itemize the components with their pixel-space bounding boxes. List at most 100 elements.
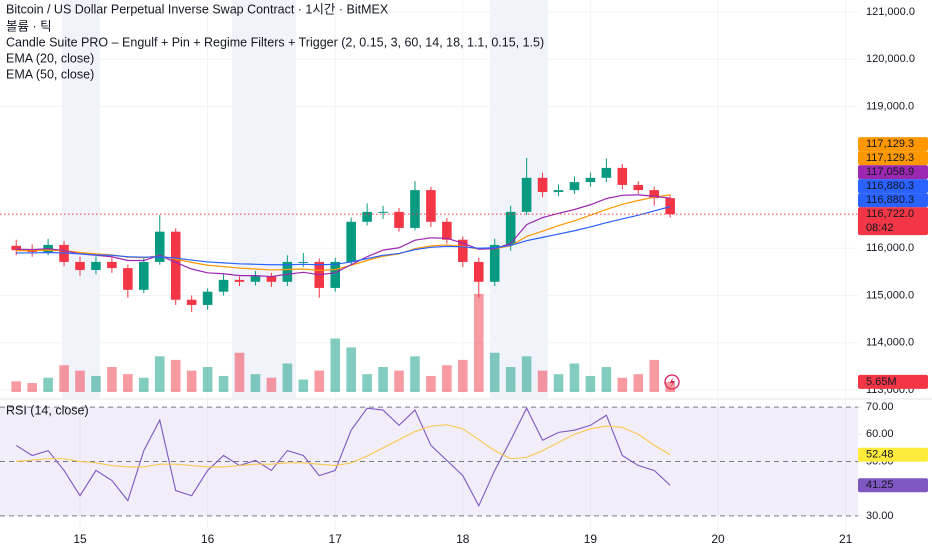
rsi-tick-label: 60.00 [866, 428, 894, 440]
candle-body [266, 276, 277, 282]
rsi-label-box [858, 447, 928, 462]
candle-body [633, 184, 644, 191]
volume-bar [378, 367, 388, 392]
volume-bar [489, 352, 500, 392]
candle-body [505, 211, 516, 245]
candle-body [202, 291, 213, 305]
price-label: 117,129.3 [866, 138, 914, 150]
x-tick-label: 18 [456, 532, 470, 546]
candle-body [394, 211, 404, 228]
price-label: 116,722.0 [866, 208, 914, 220]
y-tick-label: 119,000.0 [866, 100, 914, 112]
volume-bar [218, 375, 229, 392]
volume-label-box [858, 374, 928, 389]
volume-bar [202, 367, 213, 392]
candle-body [521, 177, 532, 212]
candle-body [649, 190, 660, 199]
candles [11, 157, 675, 313]
price-label-box [858, 137, 928, 152]
indicator-line [16, 194, 671, 272]
volume-bar [266, 377, 277, 392]
rsi-line [16, 424, 671, 468]
lines [0, 194, 858, 278]
candle-body [553, 190, 564, 193]
volume-label: 5.65M [866, 376, 897, 388]
volume-bar [505, 367, 516, 392]
rsi-tick-label: 70.00 [866, 401, 894, 413]
price-label: 117,058.9 [866, 166, 914, 178]
session-band [62, 0, 100, 398]
countdown: 08:42 [866, 222, 894, 234]
rsi-label: 41.25 [866, 479, 894, 491]
price-label-box [858, 193, 928, 208]
x-tick-label: 17 [329, 532, 343, 546]
candle-body [537, 177, 548, 193]
indicator-line [16, 206, 671, 266]
x-tick-label: 20 [711, 532, 725, 546]
volume-bar [298, 379, 309, 392]
price-label: 116,880.3 [866, 194, 914, 206]
y-tick-label: 120,000.0 [866, 53, 915, 65]
volume-bar [394, 370, 404, 392]
volume-bar [139, 377, 149, 392]
price-label-box [858, 165, 928, 180]
candle-body [585, 177, 596, 183]
legend-entry: EMA (50, close) [6, 67, 94, 81]
legend-entry: Candle Suite PRO – Engulf + Pin + Regime… [6, 35, 544, 49]
session-shading [62, 0, 548, 398]
volume-bar [170, 359, 181, 392]
volume-bar [426, 375, 436, 392]
volume-bar [442, 365, 452, 392]
x-tick-label: 15 [73, 532, 87, 546]
volume-bar [665, 381, 675, 392]
candle-body [75, 261, 85, 270]
candle-body [154, 231, 165, 262]
rsi-label: 52.48 [866, 449, 894, 461]
candle-body [186, 299, 197, 305]
volume-bar [537, 370, 548, 392]
rsi-line [15, 406, 671, 508]
candle-body [346, 221, 356, 262]
candle-body [218, 279, 229, 292]
y-tick-label: 115,000.0 [866, 289, 914, 301]
price-label-box [858, 207, 928, 236]
volume-bar [569, 363, 580, 392]
volume-bar [27, 383, 37, 392]
volume-bar [107, 367, 117, 392]
legend: Bitcoin / US Dollar Perpetual Inverse Sw… [6, 2, 544, 81]
volume-bar [346, 347, 356, 392]
y-tick-label: 121,000.0 [866, 6, 915, 18]
x-tick-label: 16 [201, 532, 215, 546]
volume-bar [234, 352, 245, 392]
candle-body [569, 182, 580, 191]
volume-bar [458, 359, 468, 392]
volume-bar [362, 374, 372, 392]
candle-body [426, 190, 436, 222]
volume-bar [91, 375, 101, 392]
volume-bar [282, 363, 293, 392]
volume-bar [250, 374, 261, 392]
candle-body [362, 211, 372, 222]
rsi-label-box [858, 478, 928, 493]
candle-body [170, 231, 181, 300]
volume-bar [186, 370, 197, 392]
volume-bar [59, 365, 69, 392]
volume-bar [617, 377, 628, 392]
candle-body [123, 268, 133, 290]
candle-body [665, 198, 675, 215]
candle-body [107, 261, 117, 269]
y-tick-label: 116,000.0 [866, 242, 914, 254]
x-tick-label: 19 [584, 532, 598, 546]
price-label-box [858, 151, 928, 166]
x-tick-label: 21 [839, 532, 853, 546]
candle-body [458, 239, 468, 262]
volume-bar [553, 374, 564, 392]
volume-title: 볼륨 · 틱 [6, 19, 52, 33]
session-band [232, 0, 296, 398]
candle-body [601, 167, 612, 178]
price-label: 116,880.3 [866, 180, 914, 192]
chart-title: Bitcoin / US Dollar Perpetual Inverse Sw… [6, 2, 389, 16]
